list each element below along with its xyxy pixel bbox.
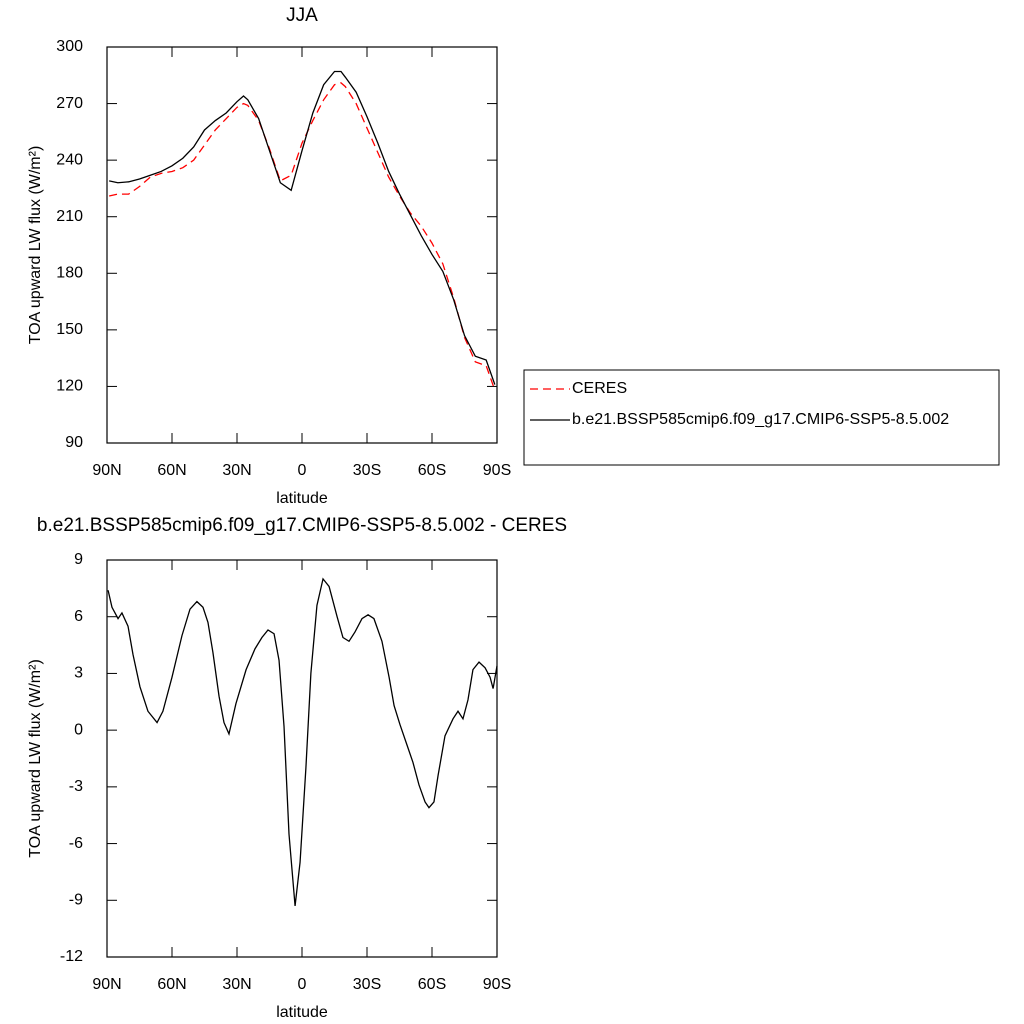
legend-label: b.e21.BSSP585cmip6.f09_g17.CMIP6-SSP5-8.… [572,411,949,428]
x-tick-label: 90S [483,976,511,993]
x-tick-label: 60N [157,976,186,993]
x-tick-label: 60S [418,462,446,479]
y-tick-label: 180 [56,265,83,282]
y-tick-label: 210 [56,208,83,225]
chart-title: b.e21.BSSP585cmip6.f09_g17.CMIP6-SSP5-8.… [37,515,567,536]
legend-label: CERES [572,380,627,397]
x-tick-label: 30N [222,976,251,993]
y-tick-label: 240 [56,151,83,168]
y-tick-label: 300 [56,38,83,55]
x-tick-label: 0 [298,462,307,479]
y-tick-label: 90 [65,434,83,451]
x-tick-label: 90N [92,976,121,993]
x-tick-label: 90S [483,462,511,479]
y-tick-label: 6 [74,608,83,625]
y-tick-label: 0 [74,721,83,738]
y-tick-label: 150 [56,321,83,338]
x-tick-label: 30S [353,462,381,479]
data-line [109,82,496,391]
y-tick-label: -3 [69,778,83,795]
y-tick-label: -9 [69,892,83,909]
x-axis-label: latitude [276,490,328,507]
x-tick-label: 60S [418,976,446,993]
y-tick-label: 3 [74,665,83,682]
x-axis-label: latitude [276,1004,328,1021]
y-tick-label: 270 [56,95,83,112]
y-tick-label: 9 [74,551,83,568]
y-tick-label: -12 [60,948,83,965]
x-tick-label: 30S [353,976,381,993]
plot-frame [106,46,498,444]
x-tick-label: 60N [157,462,186,479]
legend-box [523,369,1000,466]
data-line [107,577,498,907]
y-axis-label: TOA upward LW flux (W/m²) [27,146,44,345]
x-tick-label: 30N [222,462,251,479]
x-tick-label: 90N [92,462,121,479]
plot-frame [106,559,498,958]
y-tick-label: -6 [69,835,83,852]
data-line [109,70,496,385]
x-tick-label: 0 [298,976,307,993]
chart-title: JJA [286,5,318,26]
y-axis-label: TOA upward LW flux (W/m²) [27,659,44,858]
y-tick-label: 120 [56,378,83,395]
